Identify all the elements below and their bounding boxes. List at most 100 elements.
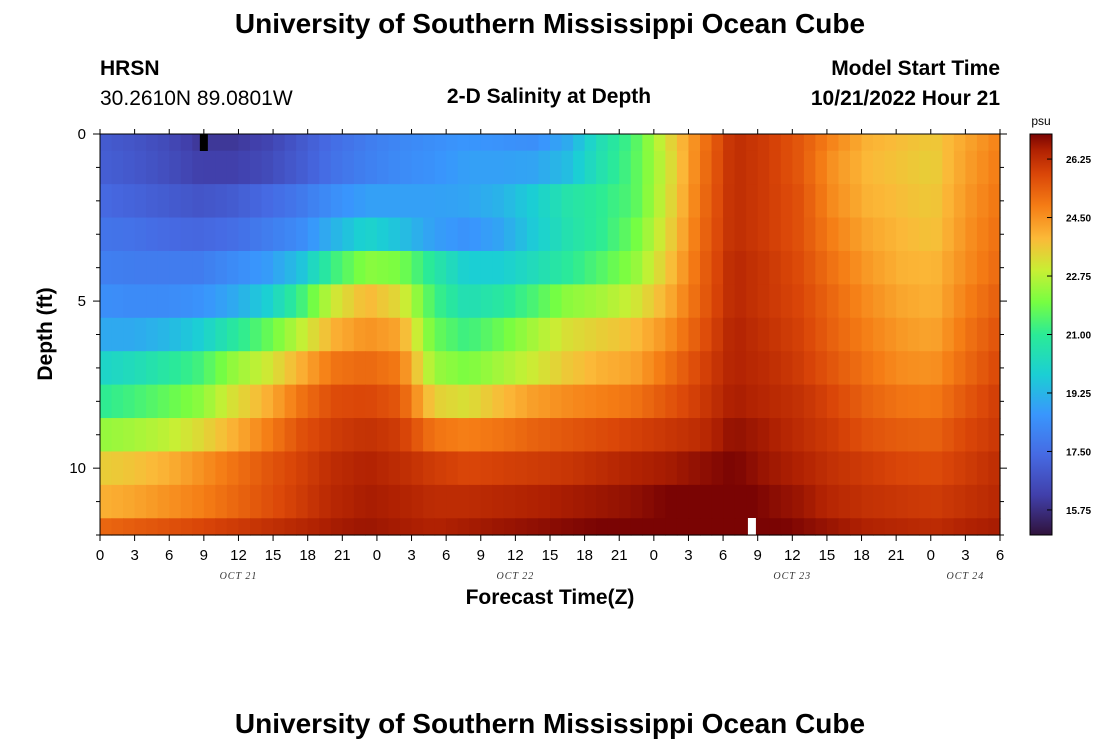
heatmap-cell — [146, 284, 159, 319]
x-tick-label: 3 — [407, 547, 415, 564]
heatmap-cell — [192, 351, 205, 386]
heatmap-cell — [365, 134, 378, 152]
x-tick-label: 21 — [334, 547, 351, 564]
heatmap-cell — [515, 384, 528, 419]
heatmap-cell — [803, 451, 816, 486]
heatmap-cell — [203, 418, 216, 453]
heatmap-cell — [538, 250, 551, 285]
heatmap-cell — [446, 184, 459, 219]
heatmap-cell — [723, 484, 736, 519]
heatmap-cell — [423, 484, 436, 519]
heatmap-cell — [538, 284, 551, 319]
heatmap-cell — [146, 150, 159, 185]
heatmap-cell — [400, 351, 413, 386]
heatmap-cell — [711, 451, 724, 486]
heatmap-cell — [630, 150, 643, 185]
heatmap-cell — [284, 217, 297, 252]
heatmap-cell — [180, 518, 193, 536]
heatmap-cell — [215, 317, 228, 352]
heatmap-cell — [850, 484, 863, 519]
heatmap-cell — [711, 150, 724, 185]
heatmap-cell — [203, 384, 216, 419]
heatmap-cell — [538, 418, 551, 453]
heatmap-cell — [688, 518, 701, 536]
heatmap-cell — [111, 150, 124, 185]
heatmap-cell — [215, 134, 228, 152]
heatmap-cell — [434, 250, 447, 285]
heatmap-cell — [769, 317, 782, 352]
heatmap-cell — [746, 384, 759, 419]
heatmap-cell — [134, 184, 147, 219]
heatmap-cell — [873, 484, 886, 519]
heatmap-cell — [515, 317, 528, 352]
heatmap-cell — [388, 484, 401, 519]
heatmap-cell — [376, 484, 390, 519]
heatmap-cell — [469, 184, 482, 219]
heatmap-cell — [457, 351, 470, 386]
heatmap-cell — [307, 384, 320, 419]
heatmap-cell — [134, 284, 147, 319]
heatmap-cell — [469, 250, 482, 285]
heatmap-cell — [111, 351, 124, 386]
heatmap-cell — [134, 351, 147, 386]
colorbar-unit: psu — [1031, 114, 1050, 128]
heatmap-cell — [850, 134, 863, 152]
heatmap-cell — [838, 518, 851, 536]
heatmap-cell — [100, 217, 113, 252]
heatmap-cell — [307, 484, 320, 519]
heatmap-cell — [953, 518, 966, 536]
heatmap-cell — [896, 317, 909, 352]
heatmap-cell — [376, 217, 390, 252]
heatmap-cell — [930, 134, 943, 152]
heatmap-cell — [769, 418, 782, 453]
heatmap-cell — [573, 150, 586, 185]
heatmap-cell — [896, 150, 909, 185]
heatmap-cell — [111, 451, 124, 486]
heatmap-cell — [653, 451, 666, 486]
y-axis: 0 5 10 — [69, 126, 1007, 536]
heatmap-cell — [100, 484, 113, 519]
heatmap-cell — [838, 150, 851, 185]
heatmap-cell — [607, 484, 620, 519]
heatmap-cell — [411, 484, 424, 519]
heatmap-cell — [134, 250, 147, 285]
heatmap-cell — [861, 451, 874, 486]
heatmap-cell — [884, 484, 897, 519]
heatmap-cell — [503, 317, 516, 352]
heatmap-cell — [596, 484, 609, 519]
heatmap-cell — [353, 418, 366, 453]
heatmap-cell — [711, 250, 724, 285]
heatmap-cell — [376, 317, 390, 352]
heatmap-cell — [965, 484, 978, 519]
heatmap-cell — [457, 418, 470, 453]
heatmap-cell — [492, 384, 505, 419]
heatmap-cell — [250, 134, 263, 152]
heatmap-cell — [538, 451, 551, 486]
heatmap-cell — [434, 384, 447, 419]
heatmap-cell — [180, 384, 193, 419]
heatmap-cell — [907, 184, 920, 219]
heatmap-cell — [284, 518, 297, 536]
heatmap-cell — [584, 217, 597, 252]
heatmap-cell — [976, 418, 990, 453]
heatmap-cell — [953, 184, 966, 219]
heatmap-cell — [746, 284, 759, 319]
heatmap-cell — [480, 484, 493, 519]
heatmap-cell — [792, 317, 805, 352]
heatmap-cell — [526, 384, 540, 419]
heatmap-cell — [723, 217, 736, 252]
heatmap-cell — [492, 184, 505, 219]
markers — [199, 134, 756, 535]
heatmap-cell — [573, 217, 586, 252]
heatmap-cell — [492, 217, 505, 252]
heatmap-cell — [561, 484, 574, 519]
heatmap-cell — [815, 484, 828, 519]
heatmap-cell — [665, 351, 678, 386]
heatmap-cell — [226, 250, 240, 285]
heatmap-cell — [400, 184, 413, 219]
heatmap-cell — [953, 217, 966, 252]
heatmap-cell — [838, 317, 851, 352]
heatmap-cell — [734, 518, 747, 536]
heatmap-cell — [619, 418, 632, 453]
heatmap-cell — [630, 451, 643, 486]
